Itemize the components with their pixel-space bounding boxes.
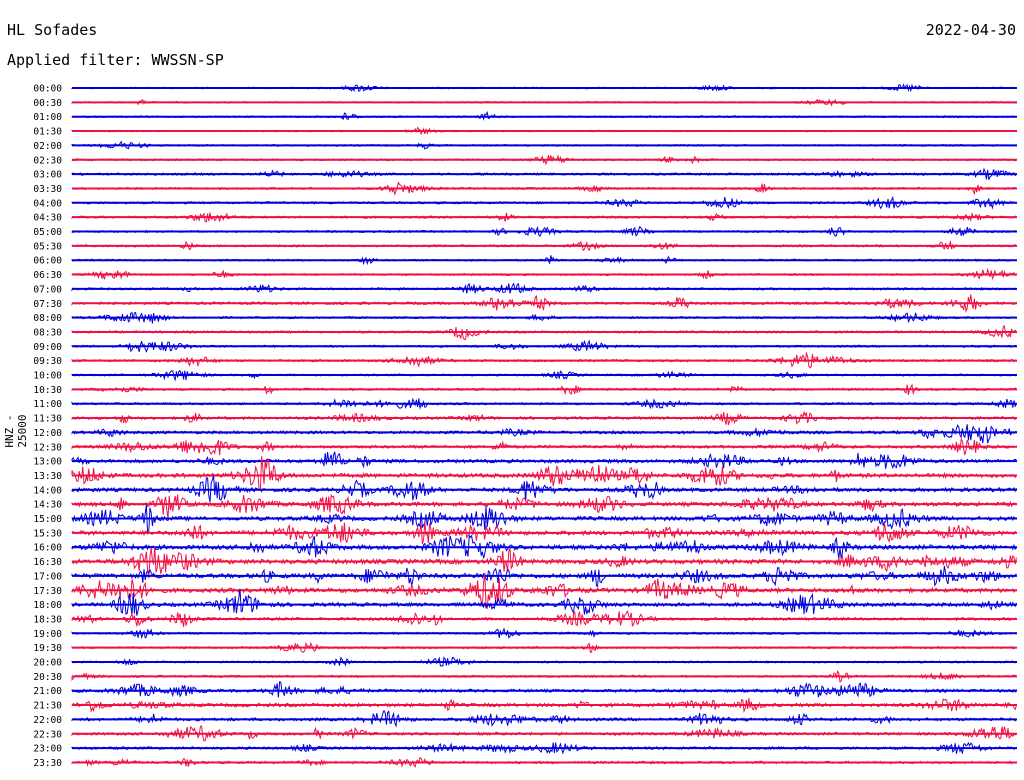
row-label-2300: 23:00 [33,744,62,755]
row-label-1300: 13:00 [33,457,62,468]
row-label-2330: 23:30 [33,758,62,769]
row-label-0730: 07:30 [33,299,62,310]
row-label-0330: 03:30 [33,184,62,195]
row-label-0100: 01:00 [33,112,62,123]
row-label-1500: 15:00 [33,514,62,525]
row-label-1730: 17:30 [33,586,62,597]
row-label-1130: 11:30 [33,414,62,425]
row-label-1000: 10:00 [33,371,62,382]
trace-1430 [71,493,1017,519]
row-label-2030: 20:30 [33,672,62,683]
row-label-2100: 21:00 [33,686,62,697]
row-label-1930: 19:30 [33,643,62,654]
row-label-1100: 11:00 [33,399,62,410]
row-label-2130: 21:30 [33,701,62,712]
applied-filter: Applied filter: WWSSN-SP [7,51,224,69]
row-label-1200: 12:00 [33,428,62,439]
row-label-0530: 05:30 [33,241,62,252]
row-label-0200: 02:00 [33,141,62,152]
row-label-0500: 05:00 [33,227,62,238]
row-label-0800: 08:00 [33,313,62,324]
row-label-2000: 20:00 [33,658,62,669]
row-label-1400: 14:00 [33,485,62,496]
row-label-2230: 22:30 [33,729,62,740]
row-label-1630: 16:30 [33,557,62,568]
row-label-0900: 09:00 [33,342,62,353]
row-label-1700: 17:00 [33,571,62,582]
row-label-1430: 14:30 [33,500,62,511]
row-label-0830: 08:30 [33,327,62,338]
row-label-0030: 00:30 [33,98,62,109]
trace-1400 [71,475,1017,503]
station-name: HL Sofades [7,21,98,39]
row-label-0430: 04:30 [33,213,62,224]
row-label-1230: 12:30 [33,442,62,453]
row-label-0700: 07:00 [33,284,62,295]
row-label-1900: 19:00 [33,629,62,640]
row-label-0130: 01:30 [33,127,62,138]
row-label-1830: 18:30 [33,614,62,625]
trace-2100 [71,681,1017,698]
row-label-0230: 02:30 [33,155,62,166]
row-label-0930: 09:30 [33,356,62,367]
row-label-0000: 00:00 [33,84,62,95]
row-label-0400: 04:00 [33,198,62,209]
recording-date: 2022-04-30 [925,21,1016,39]
row-label-0600: 06:00 [33,256,62,267]
row-label-1600: 16:00 [33,543,62,554]
row-label-1530: 15:30 [33,528,62,539]
row-label-1800: 18:00 [33,600,62,611]
row-label-2200: 22:00 [33,715,62,726]
row-label-0630: 06:30 [33,270,62,281]
row-label-1330: 13:30 [33,471,62,482]
trace-1200 [71,424,1017,444]
row-label-0300: 03:00 [33,170,62,181]
row-label-1030: 10:30 [33,385,62,396]
trace-2200 [71,709,1017,728]
